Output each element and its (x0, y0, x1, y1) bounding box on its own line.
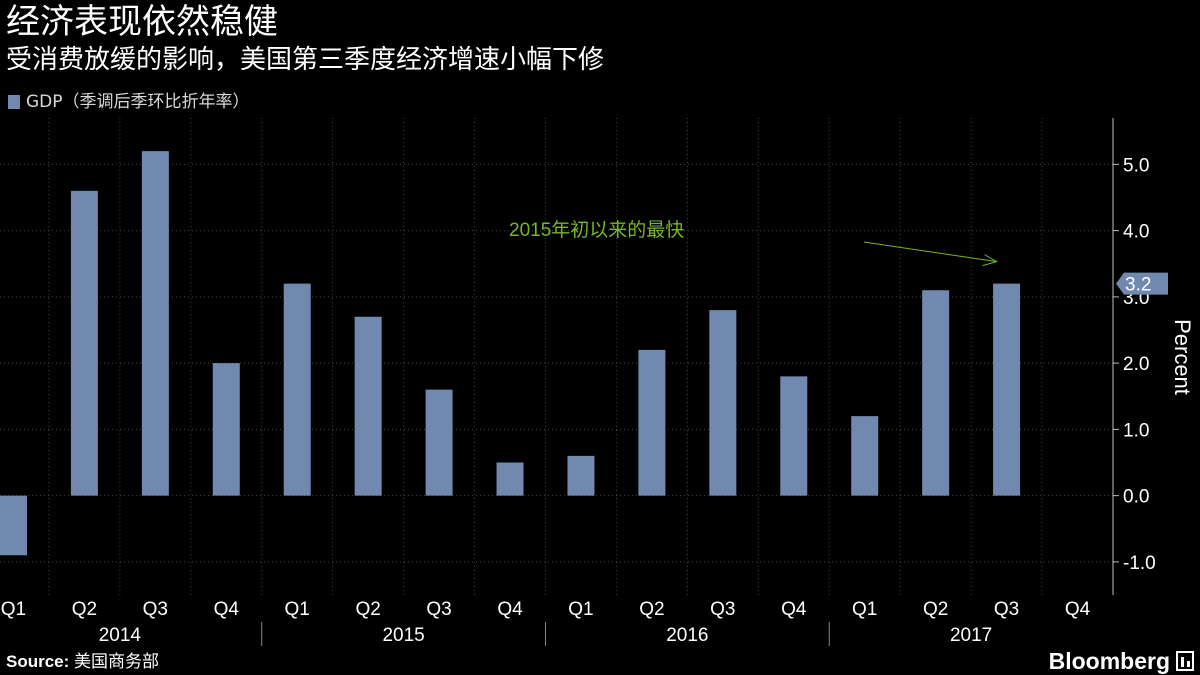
x-tick-label: Q1 (852, 599, 877, 620)
x-tick-label: Q2 (72, 599, 97, 620)
y-tick-label: 5.0 (1123, 155, 1149, 176)
source-label: Source: (6, 652, 70, 671)
annotation-arrow-line (863, 241, 997, 263)
legend-swatch (8, 95, 20, 109)
chart-subtitle: 受消费放缓的影响，美国第三季度经济增速小幅下修 (6, 45, 605, 75)
x-tick-label: Q3 (710, 599, 735, 620)
x-tick-label: Q3 (143, 599, 168, 620)
x-tick-label: Q3 (994, 599, 1019, 620)
bar (0, 495, 27, 556)
bar (567, 455, 595, 496)
brand-logo: Bloomberg (1049, 647, 1194, 675)
bar (425, 389, 453, 496)
chart-title: 经济表现依然稳健 (6, 2, 278, 42)
bar (780, 376, 808, 496)
bar (70, 190, 98, 496)
y-tick-label: 1.0 (1123, 420, 1149, 441)
x-tick-label: Q1 (285, 599, 310, 620)
bar (993, 283, 1021, 496)
bar (283, 283, 311, 496)
bar (496, 462, 524, 496)
x-tick-label: Q2 (639, 599, 664, 620)
year-label: 2017 (950, 625, 992, 646)
last-value-label: 3.2 (1125, 275, 1151, 296)
bar (141, 151, 169, 496)
bar (922, 290, 950, 496)
x-tick-label: Q1 (1, 599, 26, 620)
x-tick-label: Q4 (781, 599, 807, 620)
y-tick-label: 4.0 (1123, 222, 1149, 243)
year-label: 2014 (99, 625, 142, 646)
chart-icon (1176, 651, 1194, 671)
x-tick-label: Q4 (1065, 599, 1091, 620)
bar (354, 316, 382, 496)
year-label: 2015 (382, 625, 424, 646)
year-label: 2016 (666, 625, 708, 646)
x-tick-label: Q2 (923, 599, 948, 620)
bar (212, 363, 240, 496)
source-text: 美国商务部 (74, 652, 160, 671)
x-tick-label: Q1 (568, 599, 593, 620)
bar (638, 349, 666, 496)
source-note: Source: 美国商务部 (6, 651, 159, 673)
bar (709, 310, 737, 496)
brand-name: Bloomberg (1048, 648, 1170, 674)
y-tick-label: 0.0 (1123, 487, 1149, 508)
legend-label: GDP（季调后季环比折年率） (26, 92, 250, 112)
x-tick-label: Q3 (426, 599, 451, 620)
annotation-label: 2015年初以来的最快 (509, 219, 684, 241)
legend: GDP（季调后季环比折年率） (8, 91, 250, 113)
x-tick-label: Q4 (214, 599, 240, 620)
y-tick-label: -1.0 (1123, 553, 1156, 574)
x-tick-label: Q4 (497, 599, 523, 620)
bar (851, 416, 879, 496)
y-tick-label: 2.0 (1123, 354, 1149, 375)
x-tick-label: Q2 (355, 599, 380, 620)
y-axis-title: Percent (1170, 319, 1195, 395)
last-value-tag (1116, 272, 1168, 295)
annotation-arrow-head (982, 254, 998, 267)
